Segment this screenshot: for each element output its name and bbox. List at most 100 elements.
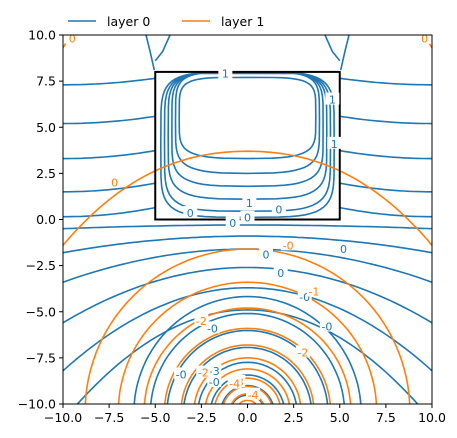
layer0-contours <box>63 35 432 404</box>
layer0-contour-line <box>324 35 341 62</box>
layer0-contour-label-bg <box>183 206 198 219</box>
layer0-contour-label: 1 <box>329 94 336 107</box>
x-tick-label: −5.0 <box>140 410 170 425</box>
y-tick-label: 0.0 <box>36 212 56 227</box>
layer0-contour-label: 1 <box>222 68 229 81</box>
layer1-contour-label: -4 <box>229 378 240 391</box>
layer0-contour-label: -3 <box>209 365 220 378</box>
layer0-contour-label-bg <box>319 319 334 332</box>
layer0-contour-line <box>167 72 328 201</box>
layer0-contour-line <box>339 206 432 218</box>
layer0-contour-label-bg <box>240 210 255 223</box>
x-tick-label: −10.0 <box>44 410 82 425</box>
layer1-contour-line <box>222 385 273 404</box>
layer1-contour-label: -4 <box>248 389 259 402</box>
layer1-contour-label: 0 <box>421 33 428 46</box>
y-tick-label: 7.5 <box>36 74 56 89</box>
layer0-contour-line <box>339 182 432 193</box>
layer1-contour-label-bg <box>194 313 209 326</box>
layer1-contour-line <box>238 399 257 404</box>
y-tick-label: −10.0 <box>18 397 56 412</box>
x-tick-label: 0.0 <box>238 410 258 425</box>
layer1-contour-label: -2 <box>198 367 209 380</box>
layer0-contour-line <box>133 295 362 404</box>
layer0-contour-label: 1 <box>246 197 253 210</box>
layer0-contour-label: -0 <box>299 291 310 304</box>
y-tick-label: 10.0 <box>28 28 56 43</box>
y-tick-label: 2.5 <box>36 166 56 181</box>
layer0-contour-label-bg <box>336 242 351 255</box>
layer1-contour-label: -2 <box>297 346 308 359</box>
layer0-contour-line <box>339 77 432 86</box>
x-axis: −10.0 −7.5 −5.0 −2.5 0.0 2.5 5.0 7.5 10.0 <box>44 404 446 425</box>
layer1-contour-line <box>214 377 281 404</box>
x-tick-label: 5.0 <box>330 410 350 425</box>
layer0-contour-line <box>150 312 345 404</box>
layer1-contour-label: -1 <box>308 285 319 298</box>
x-tick-label: 7.5 <box>376 410 396 425</box>
layer0-contour-label-bg <box>207 363 222 376</box>
layer0-contour-line <box>63 224 432 230</box>
layer0-contour-line <box>178 76 317 160</box>
layer1-contour-line <box>63 150 432 246</box>
layer0-contour-line <box>197 361 298 404</box>
layer1-contour-label: -2 <box>196 315 207 328</box>
layer0-contour-line <box>63 149 156 160</box>
layer0-contour-label-bg <box>207 374 222 387</box>
layer0-contour-label-bg <box>271 202 286 215</box>
y-tick-label: −2.5 <box>26 258 56 273</box>
layer0-contour-line <box>163 72 332 213</box>
layer0-contour-label-bg <box>325 92 340 105</box>
layer0-contour-line <box>210 374 285 404</box>
layer1-contour-label-bg <box>306 284 321 297</box>
x-tick-label: 2.5 <box>284 410 304 425</box>
layer0-contour-line <box>63 182 156 193</box>
layer0-contour-line <box>339 115 432 125</box>
y-tick-label: −7.5 <box>26 350 56 365</box>
layer0-contour-line <box>63 235 432 254</box>
y-tick-label: −5.0 <box>26 304 56 319</box>
layer1-contour-label-bg <box>196 365 211 378</box>
layer1-contour-line <box>193 357 302 404</box>
x-tick-label: −7.5 <box>94 410 124 425</box>
layer0-contour-label: -0 <box>207 322 218 335</box>
layer0-contour-label: 0 <box>244 212 251 225</box>
layer0-contour-line <box>183 346 312 404</box>
y-axis: −10.0 −7.5 −5.0 −2.5 0.0 2.5 5.0 7.5 10.0 <box>18 28 63 412</box>
layer1-contour-label: 0 <box>111 177 118 190</box>
layer0-contour-line <box>154 35 171 62</box>
layer1-contour-label-bg <box>295 345 310 358</box>
layer1-contour-line <box>143 307 352 404</box>
layer0-contour-label-bg <box>218 66 233 79</box>
layer1-contour-label: 0 <box>69 33 76 46</box>
layer0-contour-label: 0 <box>275 203 282 216</box>
layer1-contour-label-bg <box>227 376 242 389</box>
layer0-contour-line <box>159 72 335 219</box>
layer0-contour-line <box>145 35 156 71</box>
layer1-contour-label-bg <box>246 387 261 400</box>
layer0-contour-label: -0 <box>321 321 332 334</box>
layer0-contour-label: 0 <box>340 243 347 256</box>
layer1-contour-line <box>180 344 315 404</box>
layer0-contour-label-bg <box>273 266 288 279</box>
legend: layer 0 layer 1 <box>68 14 264 29</box>
layer0-contour-label-bg <box>205 321 220 334</box>
x-tick-label: 10.0 <box>418 410 446 425</box>
layer0-contour-line <box>63 115 156 125</box>
contour-labels: 11110000000-0-0-0-0-0-3000-0-1-2-2-2-3-4… <box>65 31 432 402</box>
layer0-contour-line <box>76 309 419 404</box>
layer1-contour-line <box>84 248 411 404</box>
layer0-contour-label-bg <box>327 136 342 149</box>
layer0-contour-line <box>63 287 432 372</box>
layer0-contour-label-bg <box>225 216 240 229</box>
layer0-contour-label: -0 <box>209 376 220 389</box>
layer1-contour-label-bg <box>107 175 122 188</box>
layer1-contour-label: -0 <box>283 239 294 252</box>
legend-label-layer1: layer 1 <box>221 14 264 29</box>
layer0-contour-line <box>63 77 156 86</box>
layer0-contour-line <box>339 149 432 160</box>
layer1-contour-line <box>117 281 378 404</box>
layer1-contour-label-bg <box>281 238 296 251</box>
layer0-contour-line <box>63 206 156 218</box>
